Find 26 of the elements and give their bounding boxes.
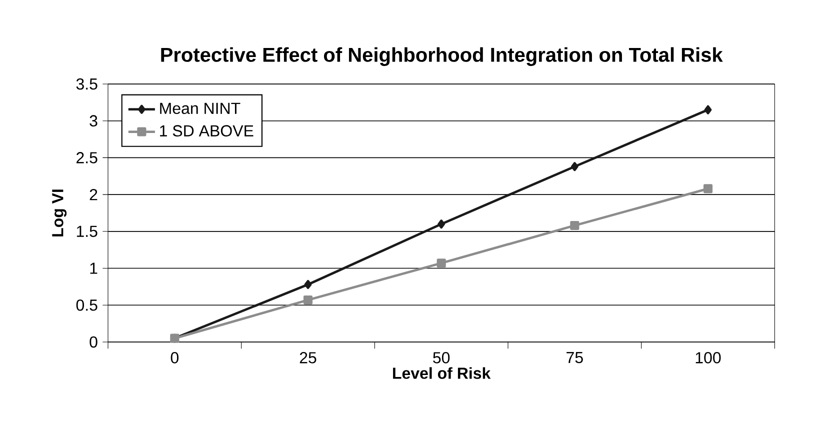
x-tick-label: 50	[433, 352, 450, 364]
y-tick-label: 2.5	[76, 152, 98, 164]
point	[703, 184, 713, 194]
x-tick-label: 100	[696, 352, 721, 364]
point	[704, 105, 712, 114]
x-axis-title: Level of Risk	[393, 367, 491, 379]
x-tick-label: 25	[300, 352, 316, 364]
x-tick-label: 0	[170, 352, 179, 364]
point	[303, 295, 313, 305]
y-tick-label: 3.5	[76, 78, 98, 90]
y-axis-title: Log VI	[52, 190, 67, 236]
chart-title: Protective Effect of Neighborhood Integration on Total Risk	[161, 47, 723, 66]
y-tick-label: 1	[90, 262, 98, 274]
point	[438, 220, 446, 229]
point	[436, 258, 446, 268]
legend-label: 1 SD ABOVE	[160, 125, 254, 136]
y-tick-label: 1.5	[76, 226, 98, 237]
point	[570, 220, 580, 230]
point	[570, 162, 578, 172]
x-tick-label: 75	[566, 352, 583, 364]
y-tick-label: 3	[90, 115, 98, 126]
point	[304, 280, 312, 290]
y-tick-label: 0	[90, 336, 98, 348]
legend-label: Mean NINT	[160, 102, 240, 114]
y-tick-label: 0.5	[76, 299, 98, 311]
y-tick-label: 2	[90, 188, 98, 200]
